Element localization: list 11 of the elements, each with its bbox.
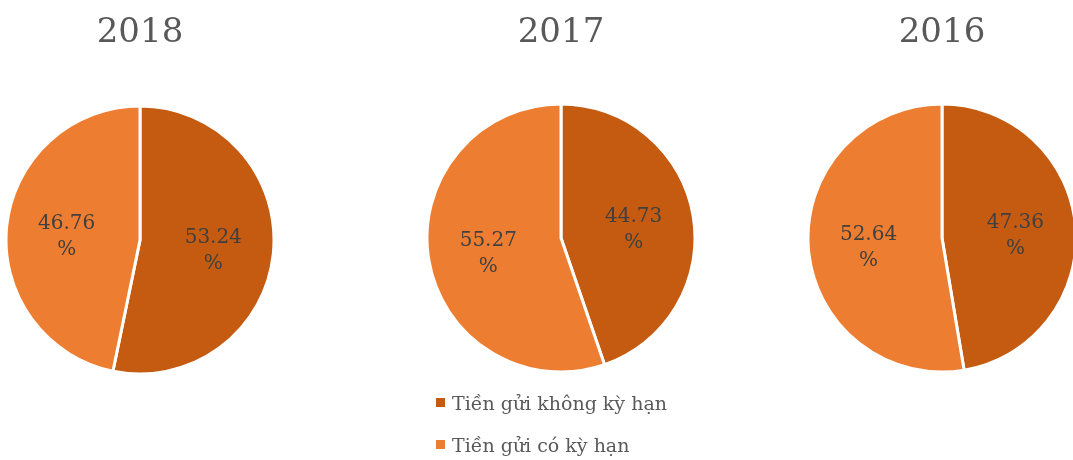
data-label: 44.73% <box>605 202 663 253</box>
data-label: 52.64% <box>839 221 898 272</box>
chart-title: 2018 <box>96 10 184 50</box>
chart-title: 2017 <box>517 10 605 50</box>
data-label: 46.76% <box>38 209 96 260</box>
legend-label: Tiền gửi có kỳ hạn <box>452 434 630 456</box>
legend-label: Tiền gửi không kỳ hạn <box>452 392 667 414</box>
data-label: 47.36% <box>986 208 1045 259</box>
data-label: 53.24% <box>184 224 242 275</box>
data-label: 55.27% <box>459 227 517 278</box>
chart-title: 2016 <box>898 10 986 50</box>
